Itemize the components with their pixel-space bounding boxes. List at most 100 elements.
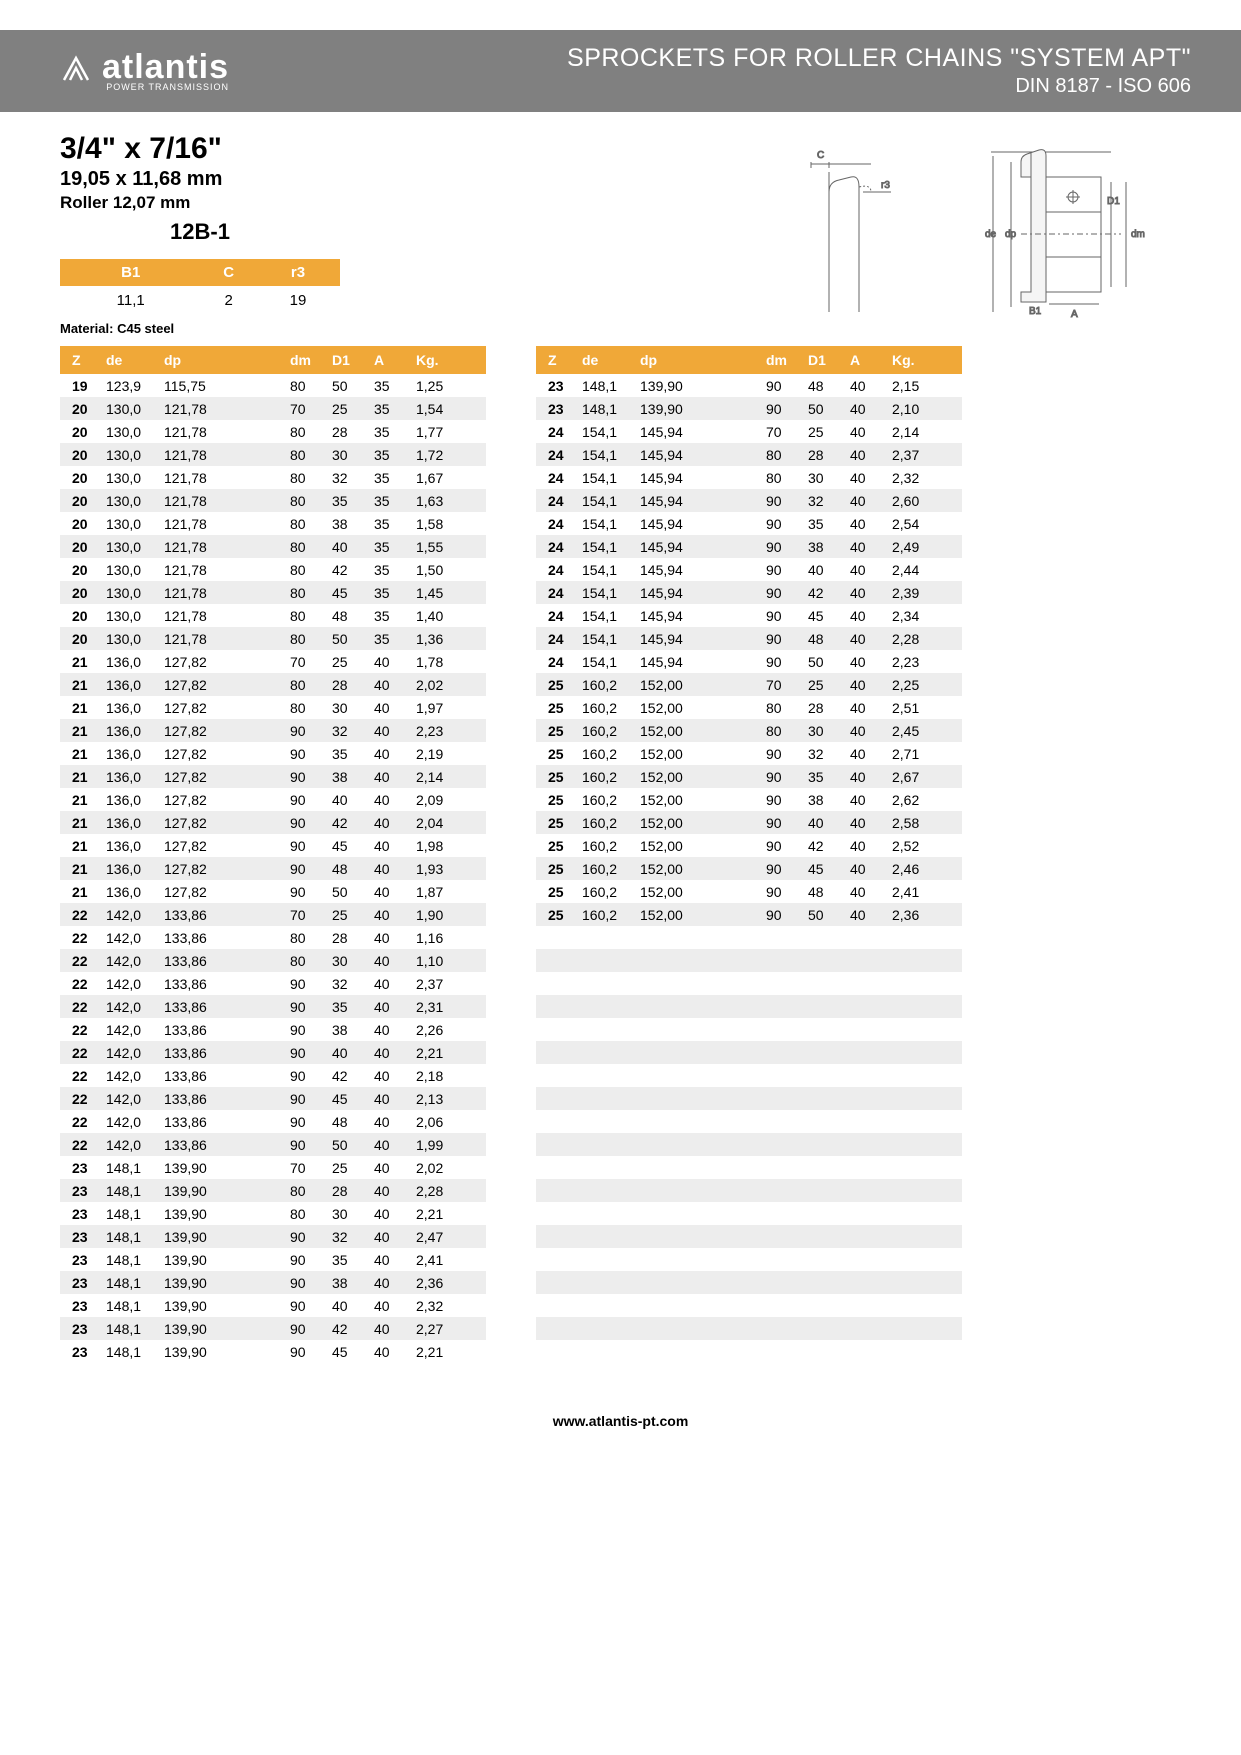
table-cell: 2,51	[892, 696, 962, 719]
table-cell: 21	[60, 834, 106, 857]
table-cell: 80	[290, 627, 332, 650]
table-cell: 2,37	[892, 443, 962, 466]
table-cell: 35	[374, 489, 416, 512]
table-cell: 50	[808, 650, 850, 673]
table-cell: 1,36	[416, 627, 486, 650]
table-cell	[808, 1041, 850, 1064]
table-cell: 25	[332, 1156, 374, 1179]
table-cell	[892, 1340, 962, 1363]
table-cell: 148,1	[106, 1156, 164, 1179]
table-cell: 1,77	[416, 420, 486, 443]
table-cell: 142,0	[106, 1018, 164, 1041]
table-cell	[640, 1340, 766, 1363]
table-cell: 21	[60, 719, 106, 742]
table-cell: 80	[290, 581, 332, 604]
table-cell: 24	[536, 650, 582, 673]
table-cell: 38	[808, 788, 850, 811]
table-cell: 2,25	[892, 673, 962, 696]
table-cell	[808, 995, 850, 1018]
table-cell: 70	[290, 397, 332, 420]
table-row	[536, 995, 962, 1018]
table-cell: 1,10	[416, 949, 486, 972]
table-cell: 127,82	[164, 811, 290, 834]
tables-row: ZdedpdmD1AKg.19123,9115,758050351,252013…	[60, 346, 1191, 1363]
table-cell: 90	[290, 857, 332, 880]
table-cell	[536, 1340, 582, 1363]
table-cell	[582, 972, 640, 995]
table-cell: 90	[290, 1294, 332, 1317]
table-cell: 152,00	[640, 903, 766, 926]
table-cell	[640, 926, 766, 949]
table-cell	[766, 1179, 808, 1202]
table-cell: 130,0	[106, 420, 164, 443]
table-cell: 40	[374, 995, 416, 1018]
table-row	[536, 949, 962, 972]
table-cell: 121,78	[164, 489, 290, 512]
table-row: 23148,1139,909050402,10	[536, 397, 962, 420]
table-cell: 23	[60, 1156, 106, 1179]
table-cell: 24	[536, 581, 582, 604]
table-cell: 90	[766, 397, 808, 420]
diagrams: C r3 de dp	[340, 132, 1191, 322]
table-cell	[582, 1064, 640, 1087]
table-cell: 139,90	[640, 397, 766, 420]
table-cell	[808, 1110, 850, 1133]
table-cell: 127,82	[164, 742, 290, 765]
table-cell: 133,86	[164, 1133, 290, 1156]
table-cell: 160,2	[582, 903, 640, 926]
table-cell: 40	[850, 558, 892, 581]
table-cell: 2,36	[892, 903, 962, 926]
table-row: 23148,1139,909045402,21	[60, 1340, 486, 1363]
table-row	[536, 1340, 962, 1363]
table-cell: 2,28	[416, 1179, 486, 1202]
table-cell: 45	[332, 834, 374, 857]
table-cell: 40	[332, 788, 374, 811]
table-cell: 40	[374, 903, 416, 926]
table-cell: 40	[850, 650, 892, 673]
table-cell: 2,21	[416, 1041, 486, 1064]
table-cell: 30	[332, 696, 374, 719]
data-table-left: ZdedpdmD1AKg.19123,9115,758050351,252013…	[60, 346, 486, 1363]
table-cell: 40	[850, 765, 892, 788]
spec-code: 12B-1	[60, 219, 340, 245]
table-row: 24154,1145,947025402,14	[536, 420, 962, 443]
table-cell	[640, 949, 766, 972]
table-cell: 152,00	[640, 673, 766, 696]
table-cell: 32	[808, 742, 850, 765]
table-cell: 160,2	[582, 673, 640, 696]
table-cell	[892, 1018, 962, 1041]
table-row	[536, 1064, 962, 1087]
table-cell: 136,0	[106, 650, 164, 673]
table-cell: 30	[332, 443, 374, 466]
table-row: 22142,0133,869042402,18	[60, 1064, 486, 1087]
table-row: 22142,0133,868028401,16	[60, 926, 486, 949]
table-cell: 42	[332, 1317, 374, 1340]
table-row: 20130,0121,788045351,45	[60, 581, 486, 604]
table-cell: 90	[766, 627, 808, 650]
table-cell: 45	[332, 1087, 374, 1110]
table-cell: 35	[374, 374, 416, 397]
table-cell	[892, 1202, 962, 1225]
table-cell: 32	[332, 1225, 374, 1248]
table-cell: 154,1	[582, 535, 640, 558]
table-cell: 35	[374, 397, 416, 420]
table-row: 24154,1145,949040402,44	[536, 558, 962, 581]
table-cell: 35	[374, 604, 416, 627]
table-cell: 70	[290, 1156, 332, 1179]
table-cell: 2,19	[416, 742, 486, 765]
table-header: dp	[164, 346, 290, 374]
table-cell: 48	[808, 374, 850, 397]
table-cell: 42	[332, 558, 374, 581]
table-cell: 148,1	[106, 1248, 164, 1271]
table-cell: 145,94	[640, 489, 766, 512]
table-cell: 40	[374, 1271, 416, 1294]
table-cell: 38	[332, 765, 374, 788]
table-row: 21136,0127,829032402,23	[60, 719, 486, 742]
table-row: 24154,1145,948028402,37	[536, 443, 962, 466]
table-row: 22142,0133,867025401,90	[60, 903, 486, 926]
table-cell: 45	[808, 604, 850, 627]
table-cell: 139,90	[164, 1271, 290, 1294]
table-cell: 90	[290, 1018, 332, 1041]
table-cell: 21	[60, 788, 106, 811]
table-row: 25160,2152,008030402,45	[536, 719, 962, 742]
